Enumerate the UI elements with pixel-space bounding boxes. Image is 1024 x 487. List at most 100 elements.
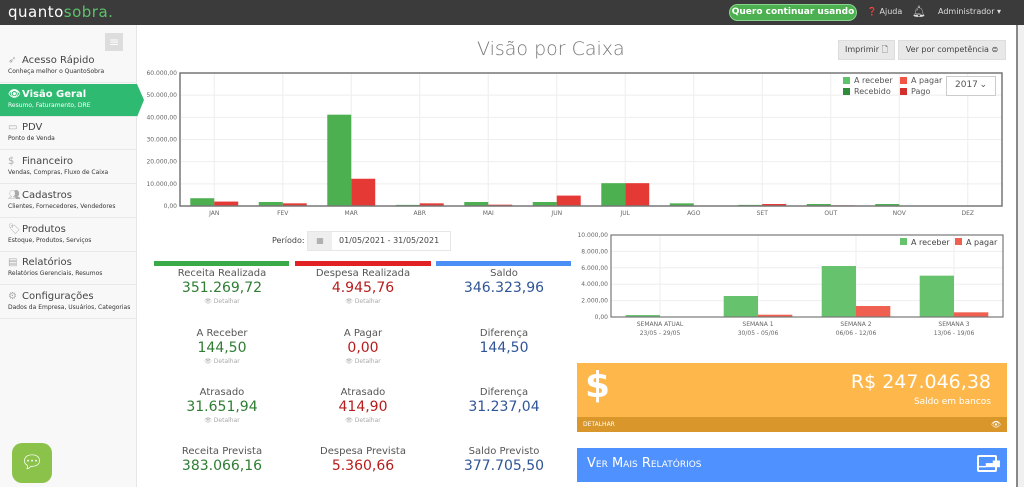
- user-menu[interactable]: Administrador ▾: [938, 7, 1001, 16]
- summary-value: 5.360,66: [331, 458, 395, 474]
- bar-a-pagar: [856, 306, 891, 317]
- competencia-button[interactable]: Ver por competência ⊜: [898, 40, 1006, 60]
- summary-value: 31.651,94: [186, 399, 258, 415]
- x-tick-label: JUL: [619, 210, 630, 217]
- summary-value: 346.323,96: [463, 280, 545, 296]
- detail-label: Detalhar: [354, 298, 381, 305]
- period-input[interactable]: ▦ 01/05/2021 - 31/05/2021: [307, 231, 451, 251]
- sidebar-item-title: 👁︎Visão Geral: [8, 89, 137, 100]
- sidebar-item-sub: Ponto de Venda: [8, 135, 55, 143]
- scrollbar[interactable]: [1016, 25, 1024, 487]
- y-tick-label: 0,00: [164, 203, 178, 210]
- detail-link[interactable]: 👁︎ Detalhar: [154, 417, 290, 424]
- bank-detail-link[interactable]: DETALHAR 👁︎: [577, 417, 1007, 432]
- bar-pago: [351, 178, 376, 206]
- year-value: 2017: [955, 80, 978, 90]
- eye-icon: 👁︎: [345, 358, 353, 365]
- more-reports-label: Ver Mais Relatórios: [587, 456, 702, 471]
- bar-recebido: [464, 202, 489, 206]
- eye-icon: 👁︎: [204, 298, 212, 305]
- sidebar-item[interactable]: 🏷︎Produtos Estoque, Produtos, Serviços: [0, 219, 137, 252]
- file-icon: 🗋: [881, 45, 889, 54]
- sidebar-item[interactable]: ⚙ Configurações Dados da Empresa, Usuários…: [0, 286, 137, 319]
- bank-amount: R$ 247.046,38: [850, 371, 991, 393]
- sidebar-item-label: Cadastros: [22, 189, 72, 201]
- chart-icon: ▤: [8, 257, 18, 269]
- sidebar-item[interactable]: 👁︎Visão Geral Resumo, Faturamento, DRE: [0, 83, 144, 117]
- summary-cell: Saldo 346.323,96: [436, 268, 572, 296]
- legend-swatch: [900, 238, 907, 245]
- legend-recebido[interactable]: Recebido: [843, 87, 891, 96]
- legend-label: A receber: [854, 76, 893, 85]
- logo-part: quanto: [8, 3, 64, 21]
- summary-cell: Receita Realizada 351.269,72 👁︎ Detalhar: [154, 268, 290, 305]
- sidebar-item-label: PDV: [22, 122, 43, 134]
- summary-value: 144,50: [197, 340, 247, 356]
- sidebar-item[interactable]: ➶ Acesso Rápido Conheça melhor o QuantoSob…: [0, 50, 137, 83]
- bell-icon[interactable]: 🔔︎: [912, 5, 926, 18]
- logo[interactable]: quantosobra.: [8, 3, 113, 21]
- summary-cell: Saldo Previsto 377.705,50: [436, 446, 572, 474]
- bar-a-pagar: [954, 312, 989, 317]
- page-title: Visão por Caixa: [477, 38, 625, 60]
- bar-recebido: [806, 204, 831, 206]
- sidebar-item-sub: Vendas, Compras, Fluxo de Caixa: [8, 169, 109, 177]
- sidebar-item-label: Configurações: [22, 290, 94, 302]
- x-sub-label: 23/05 - 29/05: [640, 330, 681, 337]
- sidebar-item-sub: Estoque, Produtos, Serviços: [8, 236, 92, 244]
- bar-a-receber: [919, 275, 954, 317]
- sidebar-item[interactable]: $ Financeiro Vendas, Compras, Fluxo de Cai…: [0, 151, 137, 185]
- legend-label: A receber: [911, 238, 950, 247]
- continue-button[interactable]: Quero continuar usando: [729, 4, 857, 21]
- sidebar-item[interactable]: 👥︎Cadastros Clientes, Fornecedores, Vende…: [0, 185, 137, 218]
- sidebar-item-sub: Relatórios Gerenciais, Resumos: [8, 270, 103, 278]
- more-reports-button[interactable]: Ver Mais Relatórios ▁▃▅: [577, 448, 1007, 482]
- sidebar-item-title: ▤ Relatórios: [8, 257, 137, 268]
- sidebar-item[interactable]: ▭ PDV Ponto de Venda: [0, 117, 137, 151]
- x-tick-label: SET: [757, 210, 769, 217]
- legend-pago[interactable]: Pago: [900, 87, 930, 96]
- sidebar-item[interactable]: ▤ Relatórios Relatórios Gerenciais, Resumo…: [0, 252, 137, 286]
- eye-icon: 👁︎: [990, 420, 1001, 429]
- bar-pago: [762, 204, 787, 206]
- sidebar-item-title: 👥︎Cadastros: [8, 190, 137, 201]
- detail-link[interactable]: 👁︎ Detalhar: [154, 358, 290, 365]
- detail-link[interactable]: 👁︎ Detalhar: [295, 417, 431, 424]
- help-link[interactable]: ❓ Ajuda: [867, 7, 902, 16]
- menu-toggle-icon[interactable]: ≡: [105, 33, 123, 51]
- detail-link[interactable]: 👁︎ Detalhar: [295, 298, 431, 305]
- summary-label: Despesa Realizada: [315, 268, 411, 279]
- user-name: Administrador: [938, 7, 995, 16]
- summary-cell: Despesa Prevista 5.360,66: [295, 446, 431, 474]
- detail-label: Detalhar: [213, 298, 240, 305]
- y-tick-label: 10.000,00: [577, 232, 608, 239]
- sidebar-item-title: 🏷︎Produtos: [8, 224, 137, 235]
- summary-cell: Receita Prevista 383.066,16: [154, 446, 290, 474]
- bar-a-pagar: [758, 314, 793, 317]
- x-tick-label: JAN: [208, 210, 219, 217]
- y-tick-label: 30.000,00: [146, 137, 177, 144]
- period-value: 01/05/2021 - 31/05/2021: [339, 236, 440, 245]
- summary-value: 377.705,50: [463, 458, 545, 474]
- year-select[interactable]: 2017 ⌄: [946, 76, 996, 96]
- legend-swatch: [900, 88, 907, 95]
- legend-a-receber[interactable]: A receber: [843, 76, 893, 85]
- legend-a-pagar[interactable]: A pagar: [900, 76, 942, 85]
- bar-recebido: [190, 198, 215, 206]
- print-button[interactable]: Imprimir 🗋: [838, 40, 895, 60]
- summary-cell: A Pagar 0,00 👁︎ Detalhar: [295, 328, 431, 365]
- bar-a-receber: [723, 296, 758, 317]
- detail-link[interactable]: 👁︎ Detalhar: [295, 358, 431, 365]
- x-tick-label: MAI: [483, 210, 494, 217]
- y-tick-label: 60.000,00: [146, 70, 177, 77]
- bank-balance-card: $ R$ 247.046,38 Saldo em bancos DETALHAR…: [577, 363, 1007, 432]
- x-tick-label: MAR: [345, 210, 358, 217]
- bar-recebido: [327, 114, 352, 206]
- sidebar: ≡ ➶ Acesso Rápido Conheça melhor o QuantoS…: [0, 25, 144, 487]
- detail-link[interactable]: 👁︎ Detalhar: [154, 298, 290, 305]
- sidebar-item-sub: Clientes, Fornecedores, Vendedores: [8, 202, 116, 210]
- eye-icon: 👁︎: [204, 358, 212, 365]
- summary-value: 144,50: [479, 340, 529, 356]
- chat-button[interactable]: 💬︎: [12, 443, 52, 483]
- legend-swatch: [900, 77, 907, 84]
